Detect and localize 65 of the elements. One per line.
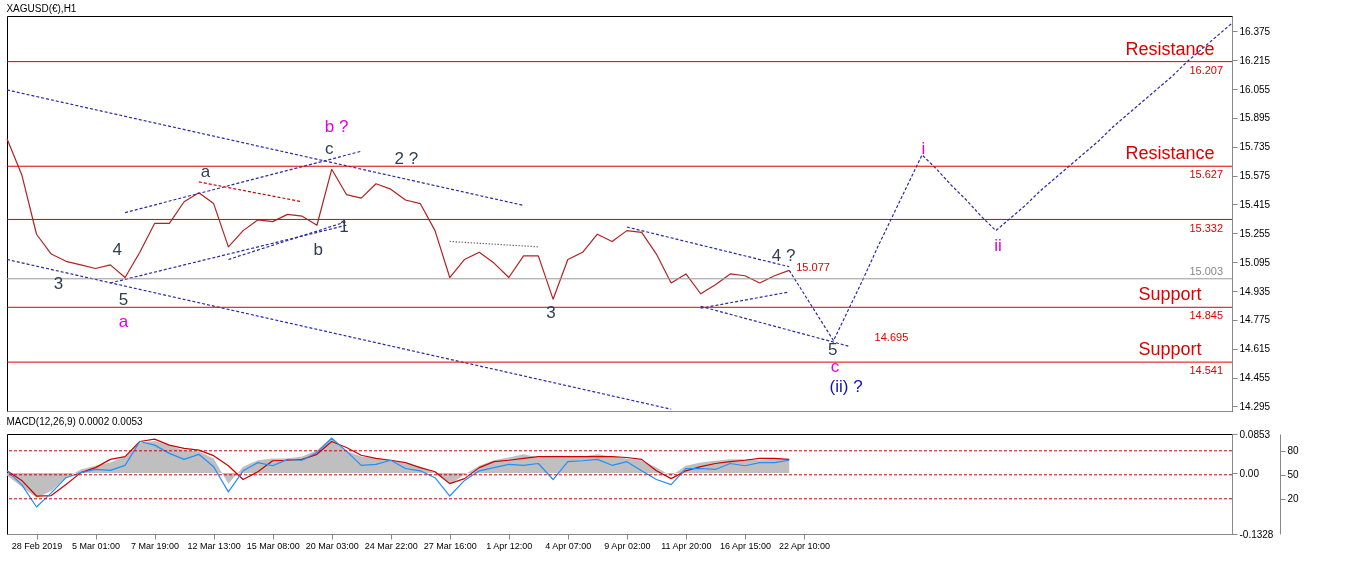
chart-title: XAGUSD(€),H1: [6, 3, 77, 14]
annotation: c: [830, 357, 840, 377]
x-tick-label: 24 Mar 22:00: [364, 540, 418, 551]
y-tick-label: 15.735: [1239, 141, 1271, 153]
annotation: a: [200, 161, 211, 181]
annotation: (ii) ?: [829, 376, 863, 396]
annotation: b ?: [324, 117, 349, 136]
x-tick-label: 22 Apr 10:00: [778, 540, 831, 551]
y-tick-label: 14.775: [1239, 314, 1271, 326]
x-tick-label: 7 Mar 19:00: [131, 540, 180, 551]
annotation: 15.332: [1189, 221, 1224, 234]
y2-tick-label: 20: [1287, 493, 1300, 505]
x-tick-label: 5 Mar 01:00: [72, 540, 121, 551]
annotation: c: [324, 138, 334, 158]
annotation: 2 ?: [394, 148, 419, 168]
annotation: 3: [53, 274, 64, 294]
annotation: 3: [546, 303, 556, 323]
annotation: ii: [994, 235, 1002, 255]
x-tick-label: 16 Apr 15:00: [719, 540, 771, 551]
annotation: 14.541: [1189, 364, 1224, 377]
x-tick-label: 28 Feb 2019: [11, 540, 63, 551]
y-tick-label: 14.615: [1239, 343, 1271, 355]
annotation: a: [118, 311, 129, 331]
x-tick-label: 9 Apr 02:00: [604, 540, 651, 551]
y-tick-label: 15.255: [1239, 227, 1271, 239]
x-tick-label: 27 Mar 16:00: [423, 540, 477, 551]
annotation: 1: [339, 217, 349, 237]
y-tick-label: 15.895: [1239, 112, 1271, 124]
ref-line-label: Support: [1138, 284, 1202, 305]
y-tick-label: 14.455: [1239, 372, 1271, 384]
x-tick-label: 12 Mar 13:00: [187, 540, 241, 551]
annotation: 4: [112, 240, 122, 260]
x-tick-label: 15 Mar 08:00: [246, 540, 300, 551]
annotation: 16.207: [1189, 63, 1224, 76]
annotation: 5: [118, 290, 129, 310]
y-tick-label: 0.0853: [1239, 428, 1271, 440]
annotation: b: [313, 240, 323, 260]
annotation: 5: [827, 339, 838, 359]
y-tick-label: 16.055: [1239, 83, 1271, 95]
y-tick-label: 16.215: [1239, 54, 1271, 66]
x-tick-label: 1 Apr 12:00: [486, 540, 533, 551]
y-tick-label: 14.295: [1239, 400, 1271, 412]
y2-tick-label: 80: [1287, 445, 1300, 457]
annotation: i: [921, 138, 926, 158]
chart-title: MACD(12,26,9) 0.0002 0.0053: [6, 416, 144, 427]
annotation: 4 ?: [771, 246, 796, 266]
ref-line-label: Resistance: [1125, 38, 1215, 59]
y-tick-label: 15.415: [1239, 198, 1271, 210]
x-tick-label: 20 Mar 03:00: [305, 540, 359, 551]
y2-tick-label: 50: [1287, 469, 1300, 481]
x-tick-label: 11 Apr 20:00: [661, 540, 712, 551]
annotation: 15.003: [1189, 264, 1224, 277]
annotation: 15.627: [1189, 168, 1224, 181]
y-tick-label: 16.375: [1239, 25, 1271, 37]
annotation: 15.077: [796, 261, 830, 274]
x-tick-label: 4 Apr 07:00: [545, 540, 592, 551]
y-tick-label: -0.1328: [1239, 528, 1274, 540]
annotation: 14.695: [874, 330, 909, 343]
annotation: 14.845: [1189, 309, 1224, 322]
y-tick-label: 0.00: [1239, 467, 1260, 479]
ref-line-label: Resistance: [1125, 143, 1215, 164]
ref-line-label: Support: [1138, 339, 1202, 360]
y-tick-label: 15.575: [1239, 170, 1271, 182]
y-tick-label: 15.095: [1239, 256, 1271, 268]
y-tick-label: 14.935: [1239, 285, 1271, 297]
